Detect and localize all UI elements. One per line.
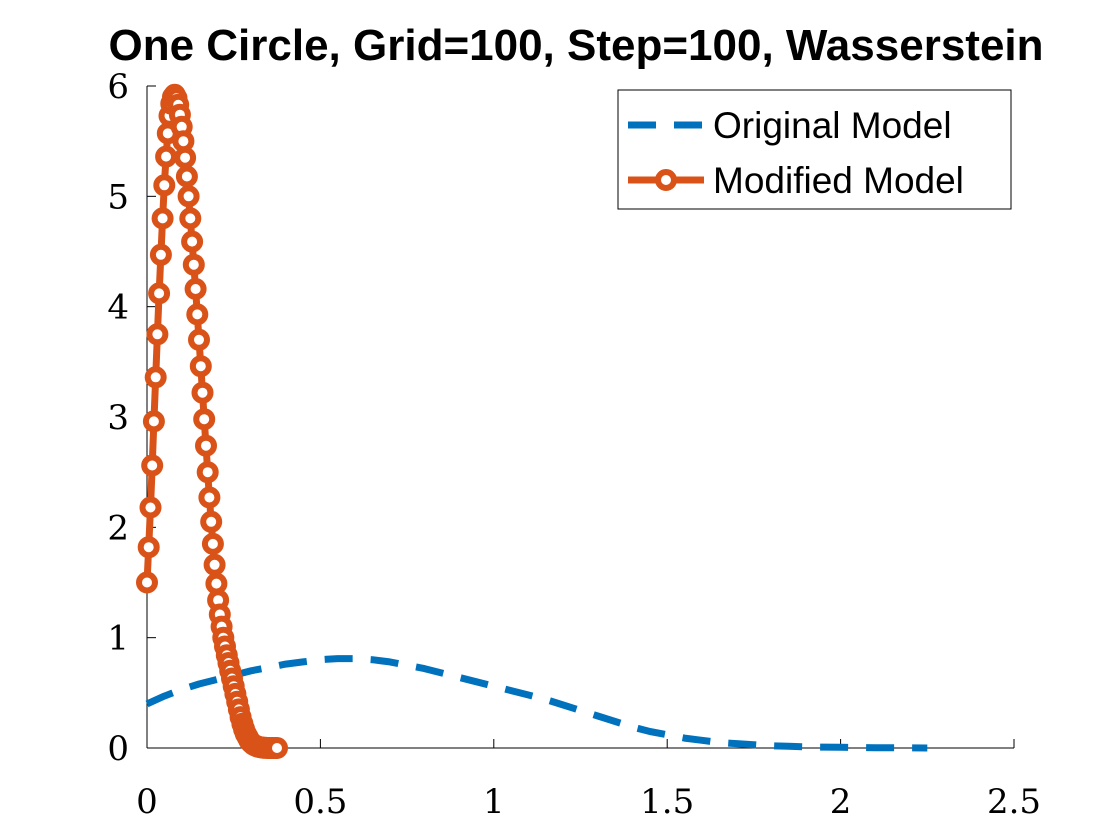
data-point-modified-model bbox=[191, 381, 214, 404]
data-point-modified-model bbox=[142, 410, 165, 433]
data-point-modified-model bbox=[172, 130, 195, 153]
y-tick-label: 4 bbox=[107, 288, 129, 328]
x-tick-label: 1 bbox=[483, 782, 505, 822]
data-point-modified-model bbox=[184, 278, 207, 300]
data-point-modified-model bbox=[175, 165, 198, 188]
data-point-modified-model bbox=[137, 536, 160, 559]
series-line-original-model bbox=[145, 655, 928, 752]
y-tick-label: 0 bbox=[107, 729, 129, 769]
data-point-modified-model bbox=[155, 145, 178, 168]
legend-marker-modified-model bbox=[655, 169, 677, 191]
x-tick-label: 0 bbox=[136, 782, 158, 822]
data-point-modified-model bbox=[148, 282, 171, 305]
y-tick-label: 6 bbox=[107, 67, 129, 107]
data-point-modified-model bbox=[266, 737, 288, 759]
plot-area bbox=[136, 83, 928, 759]
data-point-modified-model bbox=[136, 571, 158, 594]
data-point-modified-model bbox=[203, 553, 226, 576]
data-point-modified-model bbox=[151, 207, 174, 230]
data-point-modified-model bbox=[200, 510, 223, 533]
x-tick-label: 2.5 bbox=[987, 782, 1041, 822]
data-point-modified-model bbox=[144, 366, 167, 389]
data-point-modified-model bbox=[182, 253, 205, 276]
x-tick-label: 1.5 bbox=[640, 782, 694, 822]
data-point-modified-model bbox=[153, 174, 176, 197]
data-point-modified-model bbox=[179, 207, 202, 230]
data-point-modified-model bbox=[195, 434, 217, 457]
y-tick-label: 5 bbox=[107, 177, 129, 217]
data-point-modified-model bbox=[146, 323, 169, 346]
x-tick-label: 2 bbox=[830, 782, 852, 822]
data-point-modified-model bbox=[177, 185, 200, 208]
x-tick-label: 0.5 bbox=[293, 782, 347, 822]
legend-label: Modified Model bbox=[713, 160, 964, 201]
axes: 0 0.5 1 1.5 2 2.5 0 1 2 3 4 5 6 bbox=[107, 67, 1041, 822]
legend: Original Model Modified Model bbox=[617, 89, 1012, 210]
data-point-modified-model bbox=[186, 303, 209, 326]
data-point-modified-model bbox=[196, 461, 219, 484]
data-point-modified-model bbox=[193, 408, 216, 431]
legend-box bbox=[617, 89, 1012, 210]
data-point-modified-model bbox=[205, 572, 228, 595]
data-point-modified-model bbox=[198, 486, 221, 509]
data-point-modified-model bbox=[201, 532, 224, 555]
data-point-modified-model bbox=[189, 355, 212, 378]
data-point-modified-model bbox=[149, 243, 172, 266]
chart-title: One Circle, Grid=100, Step=100, Wasserst… bbox=[108, 21, 1043, 70]
data-point-modified-model bbox=[188, 328, 210, 351]
legend-label: Original Model bbox=[713, 105, 952, 146]
data-point-modified-model bbox=[174, 146, 197, 169]
y-tick-label: 2 bbox=[107, 508, 129, 548]
data-point-modified-model bbox=[181, 230, 204, 253]
y-tick-label: 1 bbox=[107, 619, 129, 659]
data-point-modified-model bbox=[139, 496, 162, 519]
data-point-modified-model bbox=[141, 454, 164, 477]
y-tick-label: 3 bbox=[107, 398, 129, 438]
